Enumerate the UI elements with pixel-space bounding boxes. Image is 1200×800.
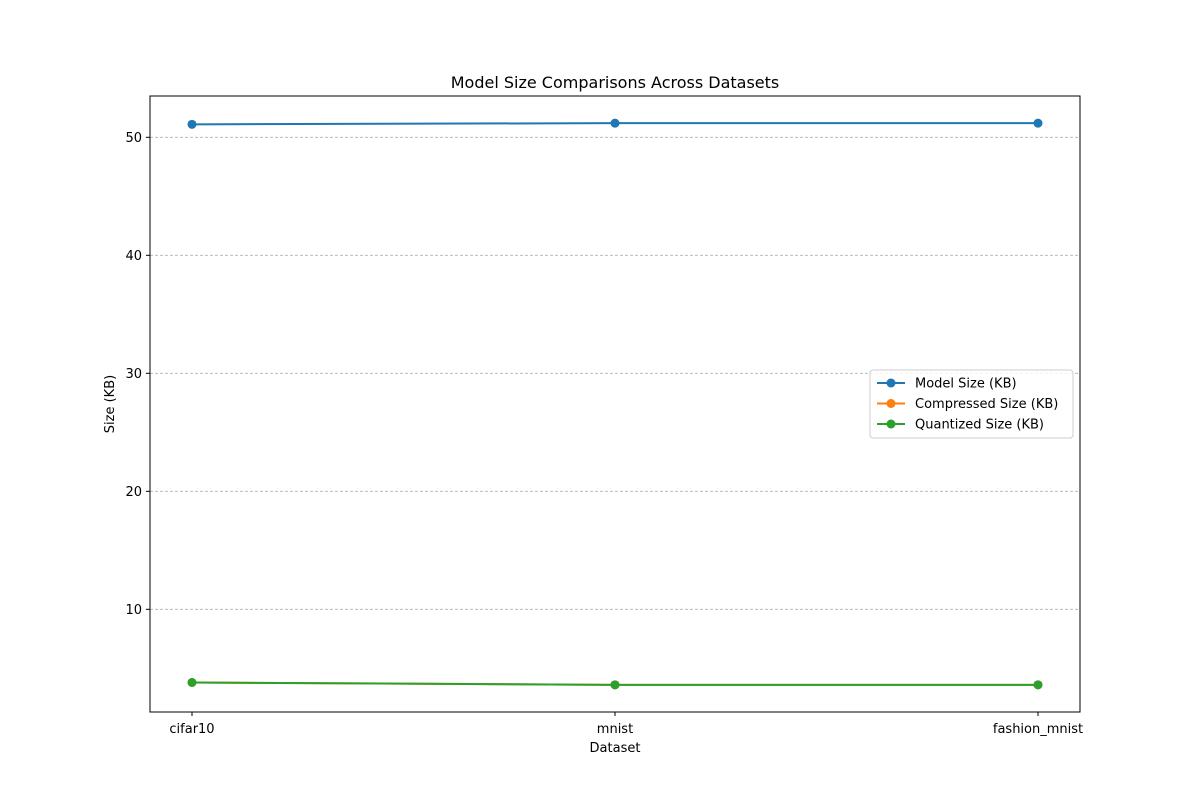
data-point [187,677,197,687]
legend-box [869,369,1074,439]
legend-marker [886,419,896,429]
x-axis-ticks: cifar10 mnist fashion_mnist [169,712,1083,737]
legend-item: Model Size (KB) [877,377,1017,392]
y-tick-label: 50 [125,131,142,146]
y-tick-label: 10 [125,603,142,618]
series-layer [187,118,1043,690]
data-point [610,680,620,690]
y-axis-ticks: 10 20 30 40 50 [125,131,150,618]
legend-label: Compressed Size (KB) [915,397,1058,412]
y-tick-label: 40 [125,249,142,264]
y-axis-label: Size (KB) [103,375,118,433]
legend: Model Size (KB) Compressed Size (KB) Quant… [869,369,1074,439]
chart-title: Model Size Comparisons Across Datasets [451,73,780,92]
legend-label: Quantized Size (KB) [915,418,1044,433]
legend-label: Model Size (KB) [915,377,1017,392]
y-tick-label: 20 [125,485,142,500]
y-tick-label: 30 [125,367,142,382]
legend-marker [886,378,896,388]
x-tick-label: mnist [597,722,633,737]
series-3 [187,677,1043,690]
x-tick-label: fashion_mnist [993,722,1083,737]
x-axis-label: Dataset [590,741,641,756]
data-point [1033,118,1043,128]
series-1 [187,118,1043,129]
legend-item: Compressed Size (KB) [877,397,1058,412]
x-tick-label: cifar10 [169,722,214,737]
legend-item: Quantized Size (KB) [877,418,1044,433]
data-point [187,119,197,129]
legend-marker [886,399,896,408]
data-point [610,118,620,128]
data-point [1033,680,1043,690]
